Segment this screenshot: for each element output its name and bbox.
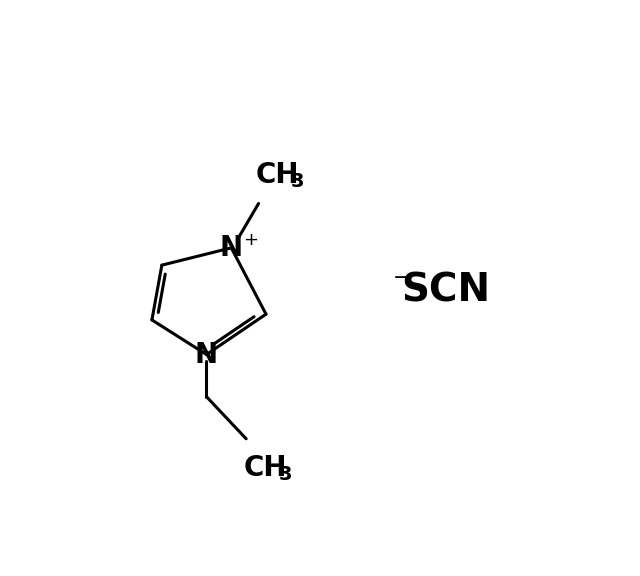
Text: N: N [220,234,243,262]
Text: −: − [392,268,410,287]
Text: CH: CH [244,454,287,482]
Text: +: + [243,231,258,249]
Text: SCN: SCN [401,272,490,310]
Text: 3: 3 [291,172,304,191]
Text: N: N [195,340,218,369]
Text: CH: CH [256,161,300,189]
Text: 3: 3 [278,465,292,484]
